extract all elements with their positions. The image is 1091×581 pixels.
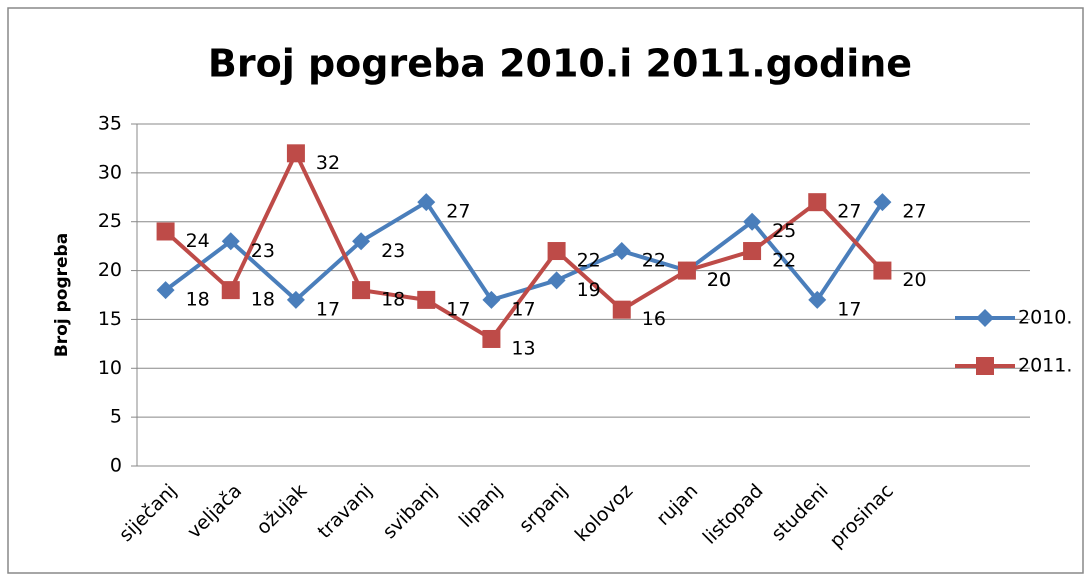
y-tick-label: 20 [98,259,122,281]
series-line [164,200,885,302]
series-marker [221,232,240,251]
series-marker [743,212,762,231]
series-line [164,151,884,341]
series-marker [612,242,631,261]
data-label: 18 [381,289,405,311]
data-label: 27 [837,201,861,223]
legend-marker [976,309,994,327]
series-marker [677,261,696,280]
series-marker [286,144,305,163]
series-marker [156,281,175,300]
series-marker [808,193,827,212]
series-marker [612,300,631,319]
series-marker [873,261,892,280]
series-marker [417,193,436,212]
y-tick-label: 30 [98,161,122,183]
series-marker [417,290,436,309]
legend-marker [976,357,994,375]
series-marker [221,281,240,300]
series-marker [547,242,566,261]
legend-label: 2011. [1018,355,1072,377]
series-marker [547,271,566,290]
data-label: 18 [251,289,275,311]
series-marker [743,242,762,261]
data-label: 22 [772,250,796,272]
y-tick-label: 35 [98,113,122,135]
data-label: 32 [316,152,340,174]
data-label: 20 [707,269,731,291]
data-label: 20 [707,269,731,291]
y-tick-label: 5 [110,406,122,428]
y-tick-label: 25 [98,210,122,232]
series-marker [156,222,175,241]
data-label: 19 [577,279,601,301]
series-marker [352,281,371,300]
data-label: 22 [642,250,666,272]
series-marker [873,193,892,212]
data-label: 16 [642,308,666,330]
data-label: 23 [251,240,275,262]
data-label: 23 [381,240,405,262]
series-marker [352,232,371,251]
data-label: 17 [446,298,470,320]
y-tick-label: 10 [98,357,122,379]
data-label: 22 [577,250,601,272]
data-label: 25 [772,220,796,242]
data-label: 18 [186,289,210,311]
data-label: 20 [902,269,926,291]
series-marker [808,290,827,309]
data-label: 17 [511,298,535,320]
series-marker [286,290,305,309]
chart-border [7,7,1084,574]
data-label: 17 [837,298,861,320]
y-tick-label: 15 [98,308,122,330]
chart-title: Broj pogreba 2010.i 2011.godine [208,42,912,86]
series-marker [482,290,501,309]
data-label: 17 [316,298,340,320]
data-label: 13 [511,337,535,359]
data-label: 24 [186,230,210,252]
data-label: 27 [446,201,470,223]
y-axis-label: Broj pogreba [52,233,72,357]
data-label: 27 [902,201,926,223]
series-marker [482,329,501,348]
legend-label: 2010. [1018,307,1072,329]
y-tick-label: 0 [110,455,122,477]
